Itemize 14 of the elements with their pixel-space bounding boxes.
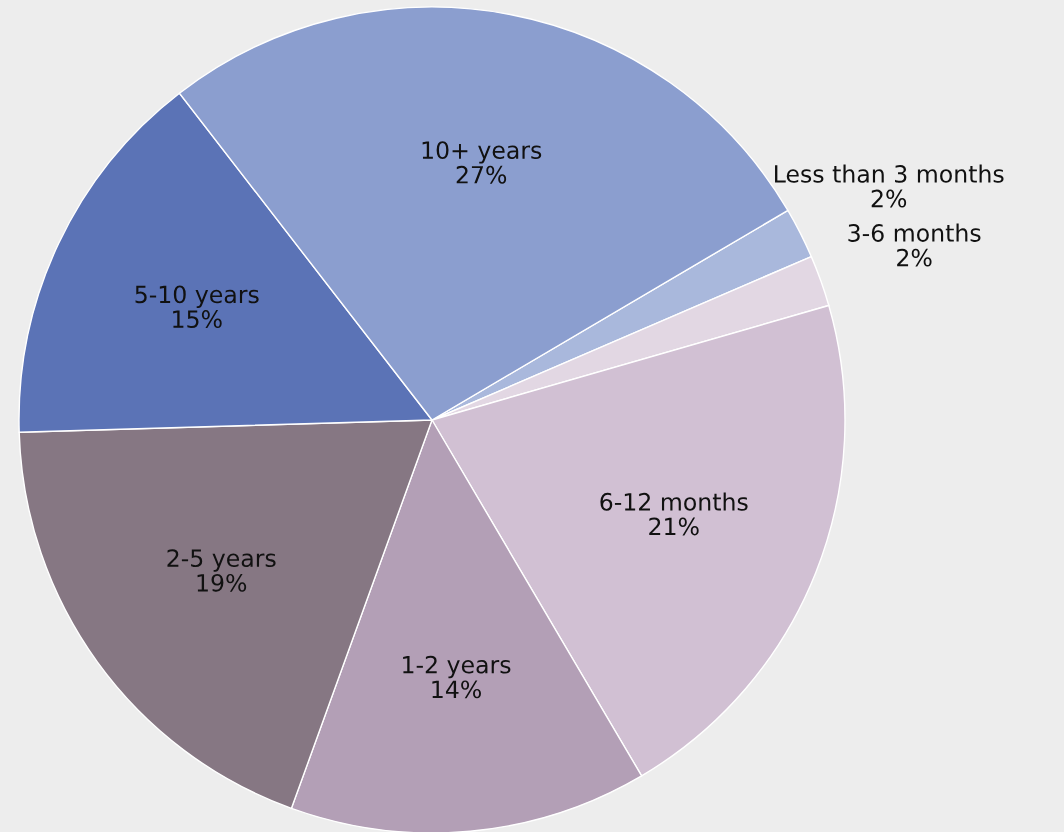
slice-label: 10+ years bbox=[422, 141, 542, 164]
data-label: 15% bbox=[173, 310, 222, 328]
data-label: 2% bbox=[871, 189, 907, 208]
data-label: 27% bbox=[456, 165, 507, 184]
data-label: 19% bbox=[197, 573, 247, 592]
slice-label: 1-2 years bbox=[403, 655, 511, 679]
slice-label: 3-6 months bbox=[848, 223, 981, 242]
data-label: 2% bbox=[897, 248, 932, 267]
slice-label: Less than 3 months bbox=[775, 164, 1004, 183]
data-label: 21% bbox=[649, 517, 699, 536]
slice-label: 6-12 months bbox=[600, 492, 748, 511]
slice-label: 5-10 years bbox=[135, 285, 259, 308]
data-label: 14% bbox=[432, 680, 481, 699]
slice-label: 2-5 years bbox=[167, 549, 276, 572]
